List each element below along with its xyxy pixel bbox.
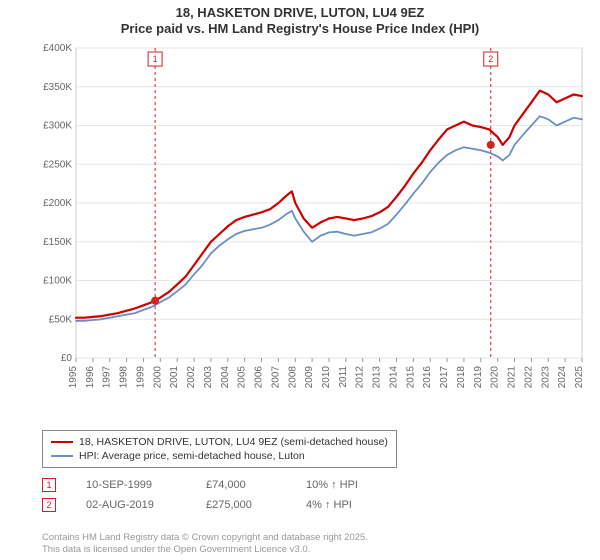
svg-text:2018: 2018	[456, 366, 467, 389]
svg-text:2010: 2010	[321, 366, 332, 389]
svg-text:2017: 2017	[439, 366, 450, 389]
svg-text:2019: 2019	[473, 366, 484, 389]
marker-price-2: £275,000	[206, 499, 276, 511]
svg-text:1998: 1998	[119, 366, 130, 389]
svg-text:£350K: £350K	[43, 82, 72, 93]
title-line-2: Price paid vs. HM Land Registry's House …	[0, 21, 600, 37]
svg-text:£100K: £100K	[43, 276, 72, 287]
svg-text:2024: 2024	[557, 366, 568, 389]
svg-text:2003: 2003	[203, 366, 214, 389]
svg-text:2016: 2016	[422, 366, 433, 389]
svg-text:2009: 2009	[304, 366, 315, 389]
svg-text:2025: 2025	[574, 366, 585, 389]
svg-text:2007: 2007	[270, 366, 281, 389]
svg-text:2020: 2020	[490, 366, 501, 389]
event-markers-table: 1 10-SEP-1999 £74,000 10% ↑ HPI 2 02-AUG…	[42, 475, 376, 515]
title-line-1: 18, HASKETON DRIVE, LUTON, LU4 9EZ	[0, 5, 600, 21]
svg-text:2001: 2001	[169, 366, 180, 389]
svg-text:2004: 2004	[220, 366, 231, 389]
svg-text:2013: 2013	[372, 366, 383, 389]
price-chart: £0 £50K £100K £150K £200K £250K £300K £350K £400…	[38, 44, 588, 394]
legend-label-1: 18, HASKETON DRIVE, LUTON, LU4 9EZ (semi…	[79, 436, 388, 448]
marker-row-1: 1 10-SEP-1999 £74,000 10% ↑ HPI	[42, 475, 376, 495]
legend-item-hpi: HPI: Average price, semi-detached house,…	[51, 449, 388, 463]
svg-text:£50K: £50K	[49, 314, 73, 325]
legend-swatch-2	[51, 455, 73, 457]
svg-text:1997: 1997	[102, 366, 113, 389]
svg-text:2011: 2011	[338, 366, 349, 388]
svg-text:2022: 2022	[523, 366, 534, 389]
svg-text:2008: 2008	[287, 366, 298, 389]
legend-item-price-paid: 18, HASKETON DRIVE, LUTON, LU4 9EZ (semi…	[51, 435, 388, 449]
legend-label-2: HPI: Average price, semi-detached house,…	[79, 450, 305, 462]
svg-text:1999: 1999	[135, 366, 146, 389]
legend-swatch-1	[51, 441, 73, 443]
legend: 18, HASKETON DRIVE, LUTON, LU4 9EZ (semi…	[42, 430, 397, 468]
marker-pct-2: 4% ↑ HPI	[306, 499, 376, 511]
svg-text:2014: 2014	[388, 366, 399, 389]
marker-date-1: 10-SEP-1999	[86, 479, 176, 491]
svg-text:2: 2	[488, 54, 493, 64]
footer-line-2: This data is licensed under the Open Gov…	[42, 544, 582, 556]
marker-price-1: £74,000	[206, 479, 276, 491]
svg-text:£400K: £400K	[43, 44, 72, 54]
footer-attribution: Contains HM Land Registry data © Crown c…	[42, 532, 582, 556]
svg-text:£150K: £150K	[43, 237, 72, 248]
svg-text:2023: 2023	[540, 366, 551, 389]
svg-text:2006: 2006	[254, 366, 265, 389]
marker-number-2: 2	[42, 498, 56, 512]
svg-text:£0: £0	[61, 353, 73, 364]
svg-text:1995: 1995	[68, 366, 79, 389]
svg-text:2012: 2012	[355, 366, 366, 389]
chart-title: 18, HASKETON DRIVE, LUTON, LU4 9EZ Price…	[0, 5, 600, 38]
footer-line-1: Contains HM Land Registry data © Crown c…	[42, 532, 582, 544]
svg-text:1996: 1996	[85, 366, 96, 389]
svg-text:£250K: £250K	[43, 159, 72, 170]
svg-text:2005: 2005	[237, 366, 248, 389]
svg-text:1: 1	[153, 54, 158, 64]
marker-pct-1: 10% ↑ HPI	[306, 479, 376, 491]
svg-text:2021: 2021	[507, 366, 518, 389]
marker-row-2: 2 02-AUG-2019 £275,000 4% ↑ HPI	[42, 495, 376, 515]
svg-text:£300K: £300K	[43, 121, 72, 132]
svg-text:2002: 2002	[186, 366, 197, 389]
svg-text:2015: 2015	[405, 366, 416, 389]
svg-text:£200K: £200K	[43, 198, 72, 209]
marker-number-1: 1	[42, 478, 56, 492]
marker-date-2: 02-AUG-2019	[86, 499, 176, 511]
svg-text:2000: 2000	[152, 366, 163, 389]
